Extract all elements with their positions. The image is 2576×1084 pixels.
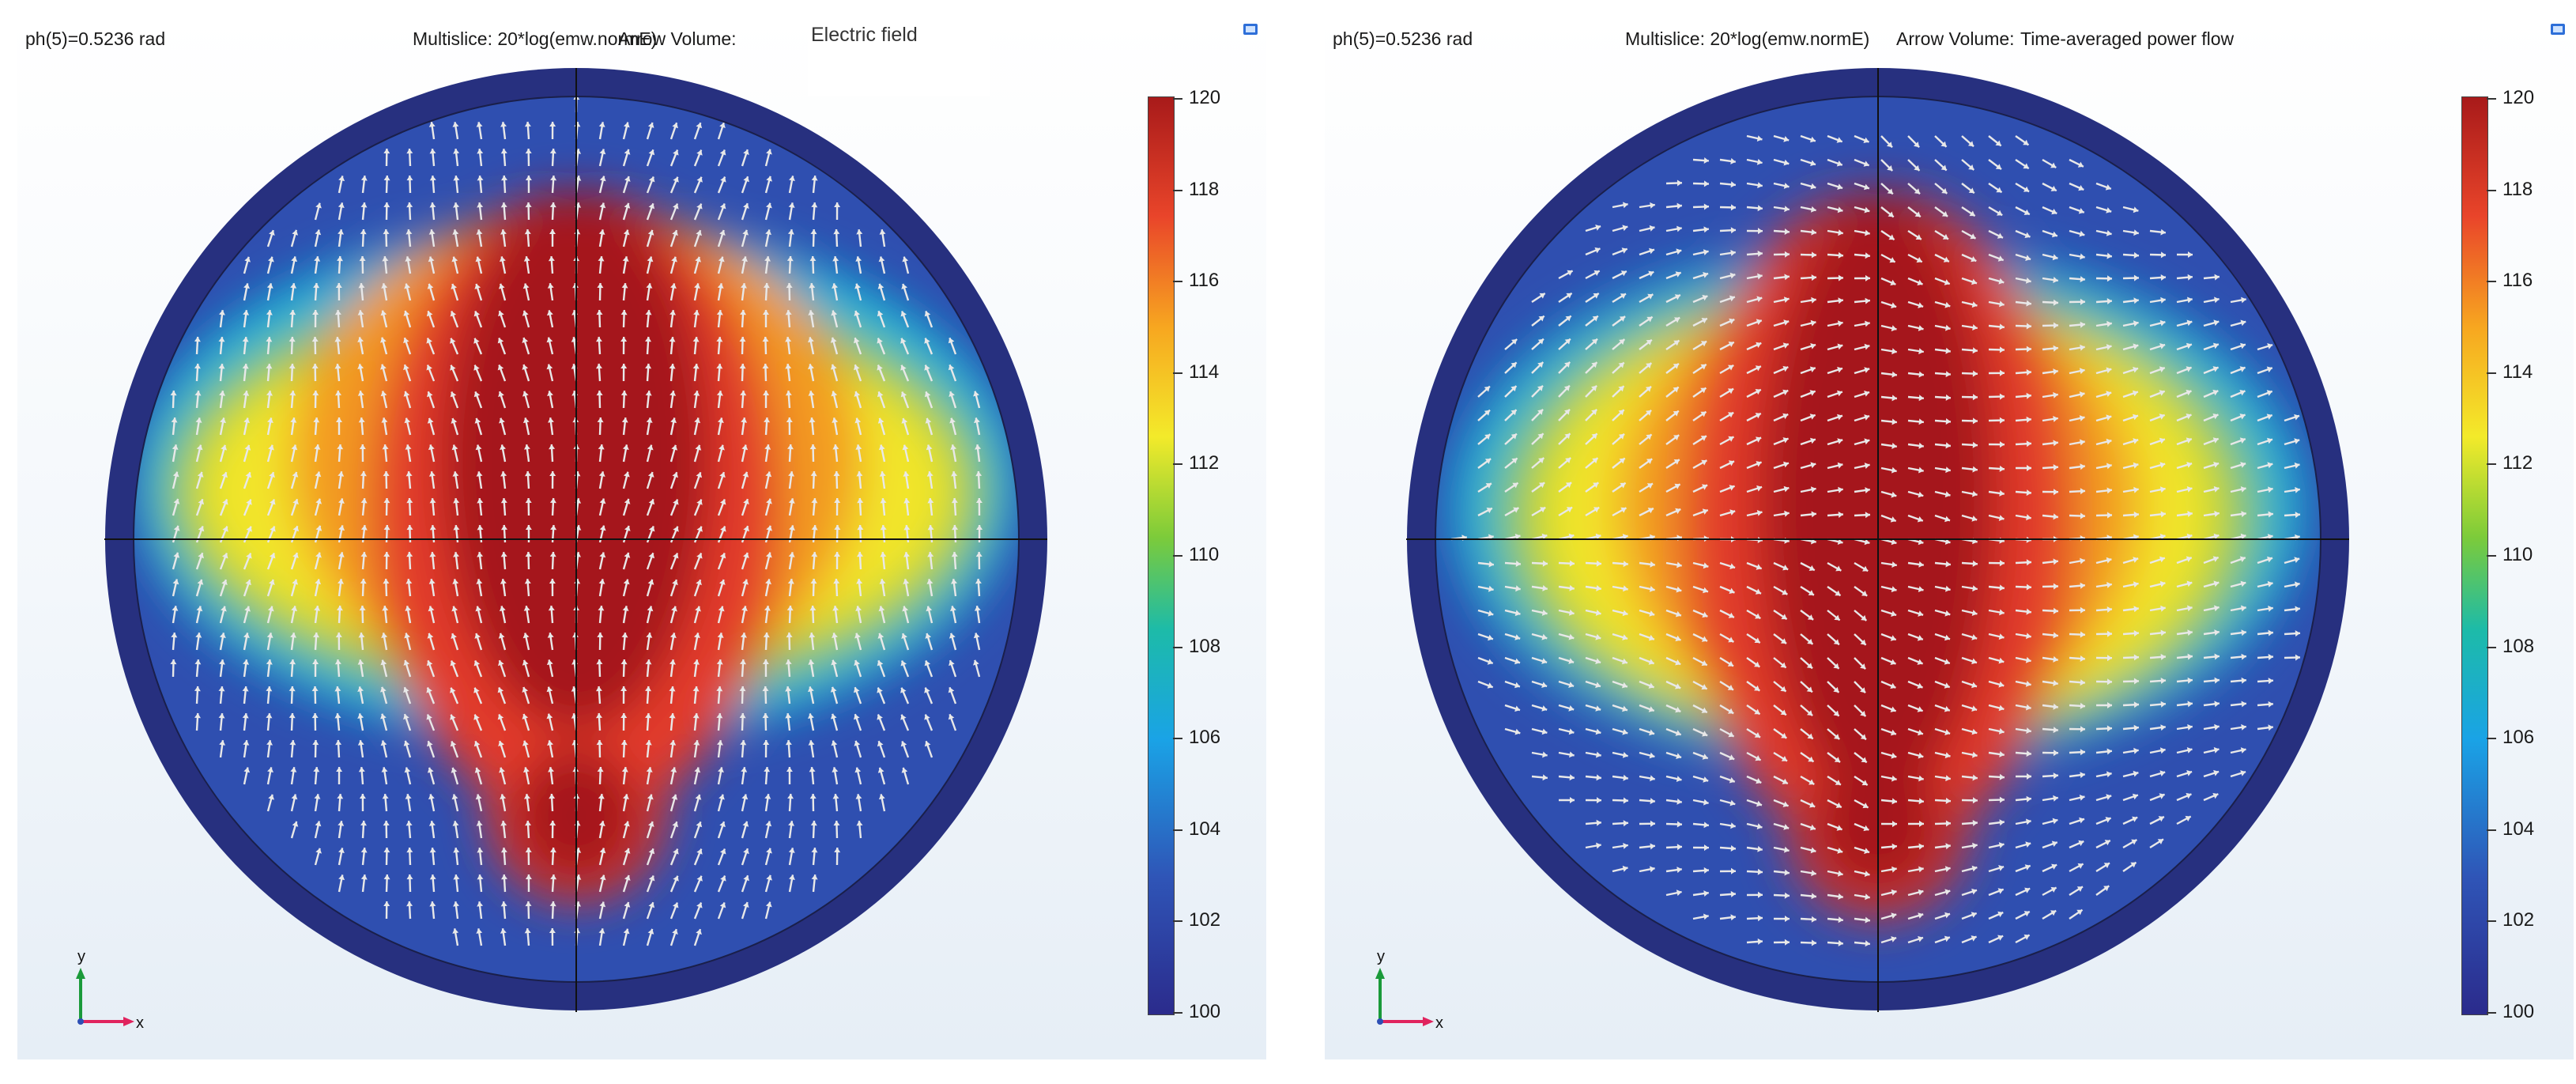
colorbar-tick [2487, 920, 2496, 923]
multislice-expression: Multislice: 20*log(emw.normE) [413, 28, 658, 49]
colorbar: 120 118 116 114 112 110 108 106 104 102 100 [2461, 87, 2572, 1045]
colorbar-tick-label: 102 [1189, 909, 1221, 931]
graphics-window-icon[interactable] [1243, 22, 1258, 36]
parameter-label: ph(5)=0.5236 rad [25, 28, 166, 49]
arrow-volume-label: Arrow Volume: [1896, 28, 2015, 49]
colorbar-tick-label: 112 [2502, 452, 2533, 474]
arrow-volume-value: Electric field [808, 17, 990, 96]
arrow-volume-value: Time-averaged power flow [2020, 28, 2235, 49]
colorbar-gradient [1148, 96, 1175, 1015]
colorbar-tick-label: 108 [1189, 635, 1221, 657]
field-plot-power-flow[interactable] [1325, 17, 2574, 1059]
graphics-window-icon[interactable] [2550, 22, 2566, 36]
triad-x-label: x [1435, 1014, 1443, 1032]
colorbar-tick [1173, 829, 1182, 831]
colorbar-tick [1173, 555, 1182, 557]
colorbar-tick [1173, 1012, 1182, 1014]
multislice-expression: Multislice: 20*log(emw.normE) [1625, 28, 1870, 49]
triad-y-label: y [1377, 950, 1385, 965]
colorbar-tick-label: 108 [2502, 635, 2535, 657]
parameter-label: ph(5)=0.5236 rad [1333, 28, 1473, 49]
colorbar-tick-label: 118 [1189, 178, 1220, 200]
colorbar-tick [1173, 189, 1182, 191]
axis-triad-icon: y x [76, 950, 144, 1032]
colorbar-tick-label: 114 [2502, 361, 2533, 383]
colorbar-tick [1173, 738, 1182, 740]
colorbar-tick [2487, 463, 2496, 466]
colorbar-tick [2487, 189, 2496, 191]
colorbar-tick-label: 120 [1189, 87, 1221, 108]
triad-y-label: y [77, 950, 85, 965]
colorbar-tick [2487, 372, 2496, 374]
colorbar-tick-label: 116 [1189, 270, 1220, 292]
colorbar: 120 118 116 114 112 110 108 106 104 102 100 [1148, 87, 1258, 1045]
colorbar-tick-label: 102 [2502, 909, 2535, 931]
field-plot-electric[interactable] [17, 17, 1266, 1059]
colorbar-tick [1173, 281, 1182, 283]
triad-x-label: x [136, 1014, 144, 1032]
colorbar-tick-label: 100 [2502, 1001, 2535, 1022]
arrow-volume-label: Arrow Volume: [618, 28, 737, 49]
colorbar-tick [2487, 646, 2496, 648]
colorbar-tick-label: 120 [2502, 87, 2535, 108]
electric-field-arrows [170, 96, 983, 946]
colorbar-tick-label: 110 [1189, 544, 1220, 565]
colorbar-tick-label: 114 [1189, 361, 1220, 383]
colorbar-tick [2487, 1012, 2496, 1014]
axis-triad-icon: y x [1375, 950, 1443, 1032]
colorbar-tick [2487, 98, 2496, 100]
colorbar-tick-label: 100 [1189, 1001, 1221, 1022]
colorbar-tick [1173, 463, 1182, 466]
colorbar-tick [2487, 829, 2496, 831]
power-flow-arrows [1450, 134, 2301, 947]
plot-panel-electric-field[interactable]: ph(5)=0.5236 rad Multislice: 20*log(emw.… [17, 17, 1266, 1059]
colorbar-tick-label: 106 [1189, 727, 1221, 749]
colorbar-tick [1173, 98, 1182, 100]
colorbar-tick [2487, 555, 2496, 557]
plot-panel-power-flow[interactable]: ph(5)=0.5236 rad Multislice: 20*log(emw.… [1325, 17, 2574, 1059]
colorbar-tick [1173, 372, 1182, 374]
colorbar-tick-label: 104 [2502, 818, 2535, 840]
colorbar-tick [2487, 281, 2496, 283]
colorbar-tick-label: 118 [2502, 178, 2533, 200]
colorbar-tick-label: 110 [2502, 544, 2533, 565]
colorbar-tick [1173, 920, 1182, 923]
colorbar-tick-label: 112 [1189, 452, 1220, 474]
colorbar-tick-label: 104 [1189, 818, 1221, 840]
colorbar-tick-label: 116 [2502, 270, 2533, 292]
colorbar-tick-label: 106 [2502, 727, 2535, 749]
colorbar-tick [2487, 738, 2496, 740]
colorbar-tick [1173, 646, 1182, 648]
colorbar-gradient [2461, 96, 2488, 1015]
